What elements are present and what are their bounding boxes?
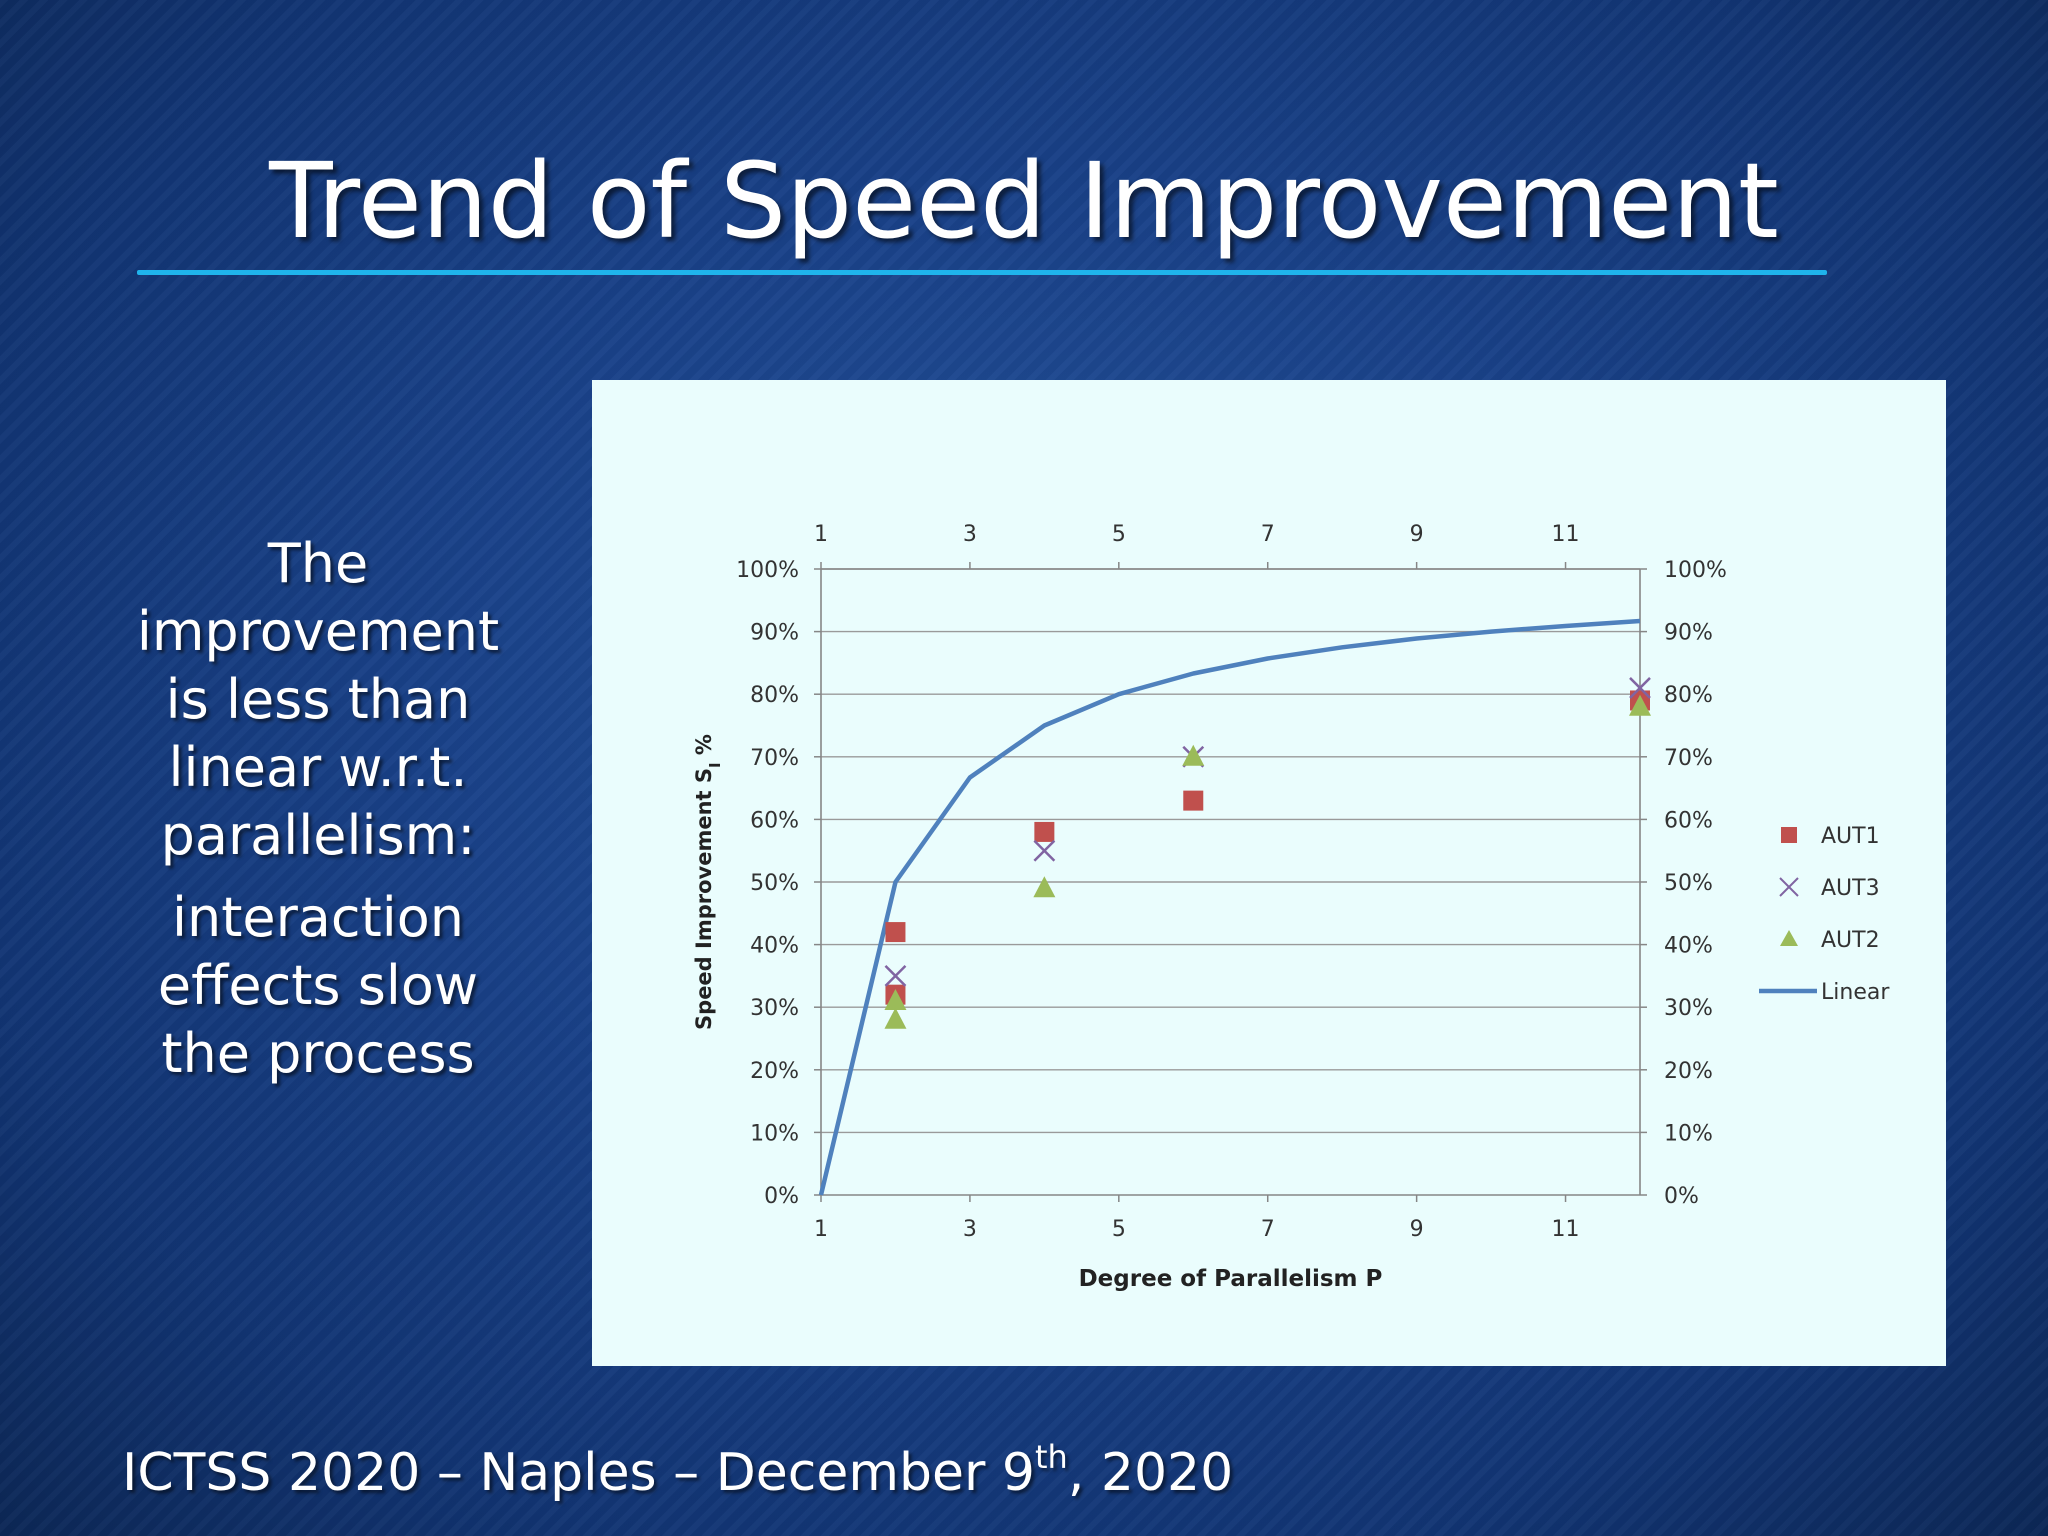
y-tick-label-right: 10% xyxy=(1664,1121,1713,1146)
data-point-aut2 xyxy=(884,988,907,1010)
side-text-line: The xyxy=(267,532,369,595)
legend-swatch-aut3 xyxy=(1779,877,1799,897)
data-point-aut1 xyxy=(1183,790,1204,811)
x-tick-label-top: 9 xyxy=(1410,522,1424,547)
y-tick-label-right: 20% xyxy=(1664,1059,1713,1084)
y-tick-label-left: 60% xyxy=(750,808,799,833)
y-tick-label-left: 50% xyxy=(750,871,799,896)
data-markers xyxy=(884,677,1651,1029)
y-tick-label-right: 30% xyxy=(1664,996,1713,1021)
x-tick-label-top: 1 xyxy=(814,522,828,547)
legend-label: AUT3 xyxy=(1821,876,1880,901)
legend-swatch-aut1 xyxy=(1781,827,1797,843)
y-tick-label-right: 90% xyxy=(1664,621,1713,646)
y-axis-title-subscript: I xyxy=(706,762,724,768)
legend-marker xyxy=(1780,930,1798,946)
y-tick-label-left: 80% xyxy=(750,683,799,708)
data-point-aut3 xyxy=(1629,677,1651,699)
y-tick-label-right: 40% xyxy=(1664,934,1713,959)
data-point-aut3-stroke xyxy=(1033,839,1056,862)
side-text-line: improvement xyxy=(136,600,500,663)
x-tick-label-bottom: 3 xyxy=(963,1217,977,1242)
data-point-aut3-stroke xyxy=(884,965,907,987)
y-tick-label-left: 70% xyxy=(750,746,799,771)
side-text-line: parallelism: xyxy=(160,804,476,867)
legend-swatch-aut2 xyxy=(1780,930,1798,946)
side-text-line: interaction xyxy=(171,886,465,949)
legend-label: AUT2 xyxy=(1821,928,1880,953)
slide-title: Trend of Speed Improvement xyxy=(269,140,1779,262)
x-tick-label-bottom: 9 xyxy=(1410,1217,1424,1242)
y-tick-label-left: 10% xyxy=(750,1121,799,1146)
footer-superscript: th xyxy=(1034,1438,1068,1476)
title-underline xyxy=(137,270,1827,275)
grid-lines xyxy=(821,568,1640,1134)
x-tick-label-top: 7 xyxy=(1261,522,1275,547)
footer: ICTSS 2020 – Naples – December 9th, 2020 xyxy=(122,1438,1233,1503)
x-tick-label-top: 3 xyxy=(963,522,977,547)
y-tick-label-right: 60% xyxy=(1664,808,1713,833)
data-point-aut2 xyxy=(1033,876,1056,898)
y-axis-title-suffix: % xyxy=(692,734,716,762)
y-tick-label-right: 50% xyxy=(1664,871,1713,896)
tick-labels: 0% 0% 10% 10% 20% 20% 30% 30% 40% 40% 50% 50% 60% 60%… xyxy=(736,522,1727,1242)
y-tick-label-left: 30% xyxy=(750,996,799,1021)
x-tick-label-top: 11 xyxy=(1552,522,1580,547)
data-point-aut2 xyxy=(884,1007,907,1029)
side-text-block: The improvement is less than linear w.r.… xyxy=(120,530,516,1088)
chart-panel: 0% 0% 10% 10% 20% 20% 30% 30% 40% 40% 50% 50% 60% 60%… xyxy=(592,380,1946,1366)
data-point-aut1 xyxy=(1034,821,1055,842)
side-text-line: effects slow xyxy=(157,954,479,1017)
series-line-linear xyxy=(818,618,1641,1196)
data-point-aut2 xyxy=(1182,744,1205,766)
x-tick-label-top: 5 xyxy=(1112,522,1126,547)
data-point-aut3-stroke xyxy=(1629,677,1651,699)
x-axis-title: Degree of Parallelism P xyxy=(1079,1266,1383,1292)
legend: AUT1 AUT3 AUT2 Linear xyxy=(1759,824,1890,1005)
side-text-line: is less than xyxy=(165,668,471,731)
legend-marker xyxy=(1781,827,1797,843)
legend-label: AUT1 xyxy=(1821,824,1880,849)
y-tick-label-right: 70% xyxy=(1664,746,1713,771)
y-tick-label-left: 40% xyxy=(750,934,799,959)
y-tick-label-right: 0% xyxy=(1664,1184,1699,1209)
x-tick-label-bottom: 11 xyxy=(1552,1217,1580,1242)
legend-marker xyxy=(1779,877,1799,897)
y-tick-label-left: 20% xyxy=(750,1059,799,1084)
footer-text: ICTSS 2020 – Naples – December 9 xyxy=(122,1443,1035,1503)
x-tick-label-bottom: 7 xyxy=(1261,1217,1275,1242)
side-text-line: the process xyxy=(161,1022,475,1085)
y-tick-label-right: 100% xyxy=(1664,558,1727,583)
x-tick-label-bottom: 5 xyxy=(1112,1217,1126,1242)
y-axis-title: Speed Improvement SI % xyxy=(692,734,724,1030)
x-tick-label-bottom: 1 xyxy=(814,1217,828,1242)
data-point-aut3 xyxy=(1033,839,1056,862)
y-tick-label-left: 100% xyxy=(736,558,799,583)
data-point-aut2 xyxy=(1629,694,1651,716)
side-text-line: linear w.r.t. xyxy=(168,736,468,799)
speed-improvement-chart: 0% 0% 10% 10% 20% 20% 30% 30% 40% 40% 50% 50% 60% 60%… xyxy=(692,522,1890,1292)
y-tick-label-right: 80% xyxy=(1664,683,1713,708)
y-tick-label-left: 0% xyxy=(764,1184,799,1209)
data-point-aut1 xyxy=(885,922,906,943)
linear-series xyxy=(818,618,1641,1196)
axes xyxy=(814,562,1647,1202)
footer-text-suffix: , 2020 xyxy=(1067,1443,1234,1503)
data-point-aut3 xyxy=(884,965,907,987)
y-tick-label-left: 90% xyxy=(750,621,799,646)
legend-label: Linear xyxy=(1821,980,1890,1005)
